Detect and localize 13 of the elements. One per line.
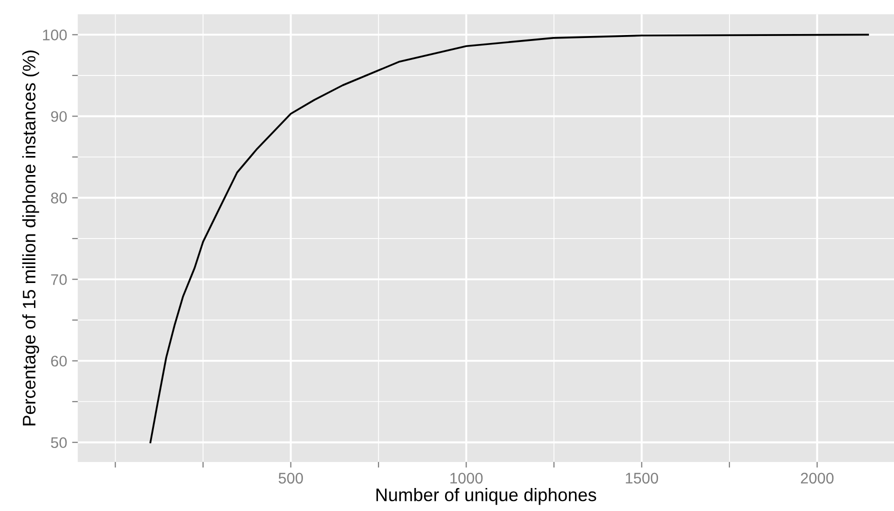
line-series bbox=[150, 34, 869, 444]
y-tick-label: 90 bbox=[51, 111, 67, 122]
y-tick-label: 50 bbox=[50, 437, 67, 448]
x-tick-label: 1000 bbox=[450, 472, 483, 484]
x-axis-title: Number of unique diphones bbox=[376, 488, 596, 505]
y-tick-label: 80 bbox=[51, 192, 67, 204]
y-axis-title: Percentage of 15 million diphone instances (%) bbox=[22, 50, 40, 426]
x-tick-label: 2000 bbox=[800, 472, 834, 484]
x-tick-label: 1500 bbox=[626, 472, 658, 484]
y-tick-label: 100 bbox=[43, 30, 67, 40]
x-tick-label: 500 bbox=[278, 472, 303, 484]
y-tick-label: 60 bbox=[51, 356, 67, 367]
y-tick-label: 70 bbox=[51, 274, 67, 285]
